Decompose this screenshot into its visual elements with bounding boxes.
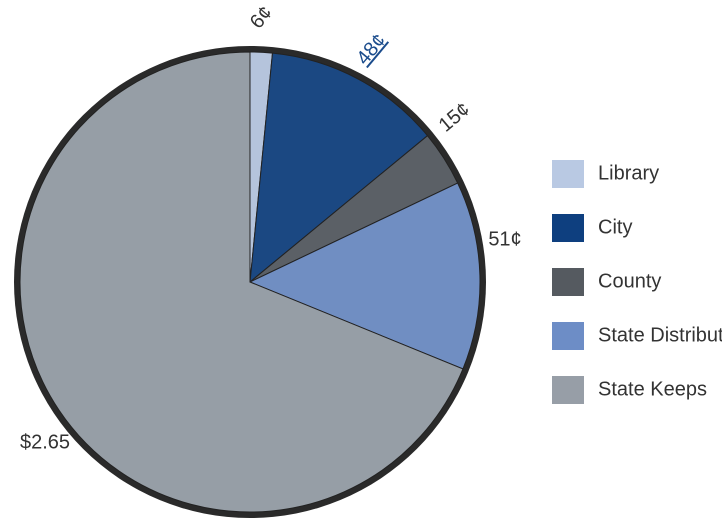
legend: Library City County State Distributes State … xyxy=(552,160,722,404)
legend-swatch xyxy=(552,322,584,350)
pie-slice xyxy=(19,51,464,513)
legend-label: State Distributes xyxy=(598,324,722,346)
value-label: 48¢ xyxy=(352,30,390,70)
value-label: $2.65 xyxy=(20,431,70,453)
pie-slice xyxy=(249,52,429,284)
value-label: 51¢ xyxy=(488,228,521,250)
legend-swatch xyxy=(552,376,584,404)
value-label: 6¢ xyxy=(246,2,277,33)
pie xyxy=(19,51,481,513)
legend-swatch xyxy=(552,268,584,296)
legend-swatch xyxy=(552,214,584,242)
legend-label: City xyxy=(598,216,632,238)
legend-label: State Keeps xyxy=(598,378,707,400)
legend-swatch xyxy=(552,160,584,188)
pie-slice xyxy=(248,182,481,370)
legend-label: Library xyxy=(598,162,659,184)
value-label: 15¢ xyxy=(435,98,475,136)
legend-label: County xyxy=(598,270,661,292)
